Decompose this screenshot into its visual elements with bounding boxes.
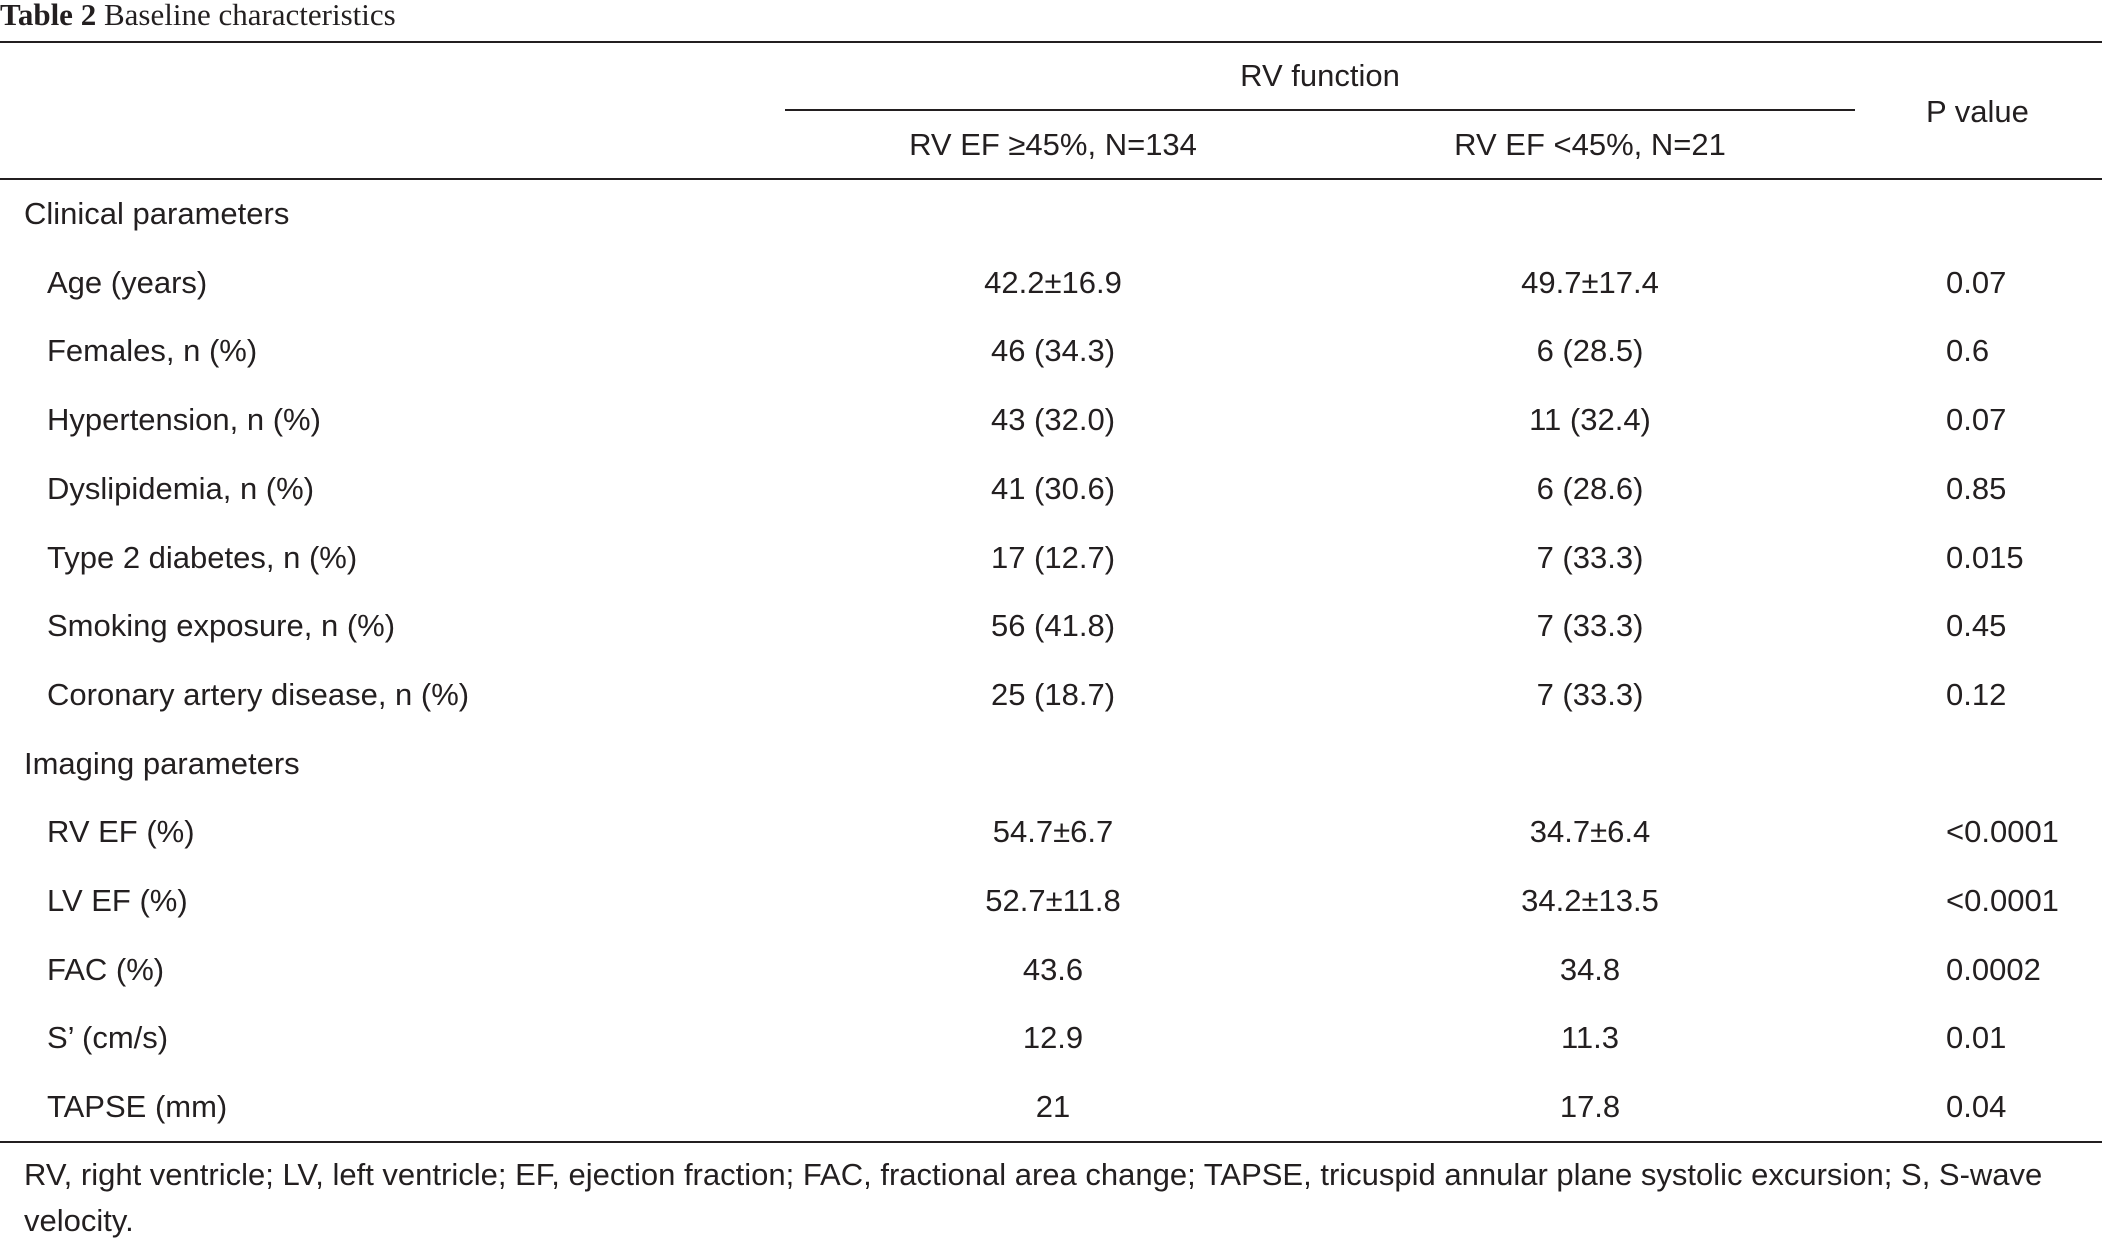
p-value: 0.12 — [1946, 676, 2007, 712]
rv-ef-preserved-value: 43 (32.0) — [990, 402, 1116, 438]
p-value: 0.0002 — [1946, 951, 2041, 987]
rv-ef-preserved-value: 52.7±11.8 — [985, 883, 1121, 918]
table-row: LV EF (%) 52.7±11.8 34.2±13.5 <0.0001 — [0, 867, 2102, 936]
rv-ef-preserved-value: 46 (34.3) — [990, 333, 1116, 369]
table-row: Females, n (%) 46 (34.3) 6 (28.5) 0.6 — [0, 317, 2102, 386]
rv-ef-reduced-value: 34.7±6.4 — [1529, 814, 1651, 850]
rv-ef-preserved-value: 12.9 — [1022, 1020, 1084, 1056]
row-label: Age (years) — [47, 264, 208, 300]
p-value: 0.45 — [1946, 608, 2007, 644]
row-label: Type 2 diabetes, n (%) — [47, 539, 358, 575]
table-row: Type 2 diabetes, n (%) 17 (12.7) 7 (33.3) 0… — [0, 524, 2102, 593]
table-title: Baseline characteristics — [103, 0, 396, 32]
row-label: FAC (%) — [47, 951, 165, 987]
p-value: <0.0001 — [1946, 814, 2059, 850]
row-label: RV EF (%) — [47, 814, 195, 850]
p-value: 0.07 — [1946, 402, 2007, 438]
row-label: S’ (cm/s) — [47, 1020, 169, 1056]
p-value: 0.85 — [1946, 470, 2007, 506]
table-row: FAC (%) 43.6 34.8 0.0002 — [0, 936, 2102, 1005]
top-rule — [0, 41, 2102, 43]
table-row: Smoking exposure, n (%) 56 (41.8) 7 (33.3)… — [0, 592, 2102, 661]
table-number: Table 2 — [0, 0, 97, 32]
table-row: S’ (cm/s) 12.9 11.3 0.01 — [0, 1004, 2102, 1073]
table-row: Age (years) 42.2±16.9 49.7±17.4 0.07 — [0, 249, 2102, 318]
table-row: Dyslipidemia, n (%) 41 (30.6) 6 (28.6) 0.85 — [0, 455, 2102, 524]
table-row: TAPSE (mm) 21 17.8 0.04 — [0, 1073, 2102, 1142]
p-value: 0.01 — [1946, 1020, 2007, 1056]
rv-ef-reduced-value: 11.3 — [1560, 1020, 1620, 1056]
section-label: Imaging parameters — [24, 745, 300, 781]
rv-ef-preserved-value: 25 (18.7) — [990, 676, 1116, 712]
rv-ef-preserved-value: 41 (30.6) — [990, 470, 1116, 506]
section-row: Clinical parameters — [0, 180, 2102, 249]
rv-ef-preserved-value: 42.2±16.9 — [984, 264, 1122, 300]
group-header: RV function — [1240, 58, 1400, 93]
rv-ef-preserved-value: 21 — [1035, 1089, 1071, 1125]
rv-ef-preserved-value: 56 (41.8) — [990, 608, 1116, 644]
row-label: LV EF (%) — [47, 883, 188, 918]
row-label: TAPSE (mm) — [47, 1089, 228, 1125]
rv-ef-reduced-value: 7 (33.3) — [1536, 539, 1644, 575]
table-footnote: RV, right ventricle; LV, left ventricle;… — [24, 1157, 2043, 1238]
rv-ef-reduced-value: 11 (32.4) — [1529, 402, 1651, 438]
table-row: RV EF (%) 54.7±6.7 34.7±6.4 <0.0001 — [0, 798, 2102, 867]
bottom-rule — [0, 1141, 2102, 1143]
rv-ef-reduced-value: 6 (28.5) — [1536, 333, 1644, 369]
table-row: Coronary artery disease, n (%) 25 (18.7) 7… — [0, 661, 2102, 730]
row-label: Coronary artery disease, n (%) — [47, 676, 470, 712]
row-label: Dyslipidemia, n (%) — [47, 470, 315, 506]
rv-ef-reduced-value: 17.8 — [1559, 1089, 1621, 1125]
row-label: Smoking exposure, n (%) — [47, 608, 396, 644]
rv-ef-reduced-value: 34.2±13.5 — [1521, 883, 1659, 918]
col-header-p-value: P value — [1926, 94, 2029, 129]
section-label: Clinical parameters — [24, 196, 290, 231]
row-label: Females, n (%) — [47, 333, 258, 369]
rv-ef-reduced-value: 49.7±17.4 — [1521, 264, 1659, 300]
rv-ef-reduced-value: 6 (28.6) — [1536, 470, 1644, 506]
rv-ef-preserved-value: 54.7±6.7 — [992, 814, 1114, 850]
rv-ef-reduced-value: 7 (33.3) — [1536, 608, 1644, 644]
p-value: 0.6 — [1946, 333, 1990, 369]
rv-ef-preserved-value: 17 (12.7) — [990, 539, 1116, 575]
p-value: <0.0001 — [1946, 883, 2059, 918]
rv-ef-preserved-value: 43.6 — [1022, 951, 1084, 987]
table-row: Hypertension, n (%) 43 (32.0) 11 (32.4) 0.0… — [0, 386, 2102, 455]
col-header-rv-ef-reduced: RV EF <45%, N=21 — [1454, 127, 1726, 162]
header-rule — [0, 178, 2102, 180]
p-value: 0.015 — [1946, 539, 2024, 575]
col-header-rv-ef-preserved: RV EF ≥45%, N=134 — [909, 127, 1197, 162]
table-caption: Table 2 Baseline characteristics — [0, 0, 396, 40]
group-header-rule — [785, 109, 1855, 111]
p-value: 0.07 — [1946, 264, 2007, 300]
section-row: Imaging parameters — [0, 730, 2102, 799]
row-label: Hypertension, n (%) — [47, 402, 321, 438]
p-value: 0.04 — [1946, 1089, 2007, 1125]
rv-ef-reduced-value: 7 (33.3) — [1536, 676, 1644, 712]
rv-ef-reduced-value: 34.8 — [1559, 951, 1621, 987]
